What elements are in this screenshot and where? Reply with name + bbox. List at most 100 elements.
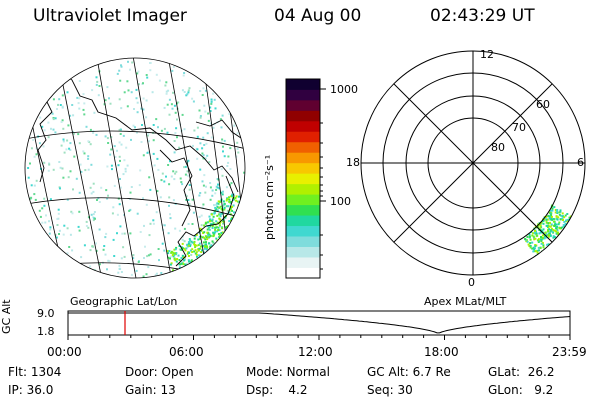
geo-pixel: [60, 144, 63, 147]
geo-aurora-pixel: [228, 196, 230, 199]
geo-pixel: [196, 135, 199, 138]
geo-pixel: [166, 131, 169, 134]
geo-pixel: [83, 113, 86, 116]
geo-meridians: [25, 58, 245, 278]
geo-aurora-pixel: [212, 235, 215, 238]
geo-pixel: [107, 142, 110, 144]
geo-pixel: [181, 113, 184, 116]
geo-pixel: [119, 159, 121, 162]
geo-pixel: [188, 184, 191, 186]
geo-pixel: [128, 209, 131, 212]
geo-aurora-pixel: [226, 198, 229, 201]
geo-pixel: [106, 137, 109, 140]
geo-aurora-pixel: [184, 249, 187, 252]
geo-pixel: [220, 141, 223, 144]
geo-aurora-pixel: [212, 231, 215, 234]
geo-pixel: [50, 127, 52, 130]
geo-pixel: [32, 138, 35, 141]
geo-pixel: [141, 124, 143, 126]
geo-pixel: [123, 255, 126, 258]
geo-aurora-pixel: [190, 259, 193, 262]
polar-aurora-pixel: [533, 248, 536, 251]
geo-pixel: [42, 145, 45, 148]
timeline-x-ticks: [67, 335, 571, 340]
geo-aurora-pixel: [183, 259, 186, 262]
geo-pixel: [87, 226, 90, 229]
geo-pixel: [112, 206, 115, 209]
geo-pixel: [137, 70, 140, 73]
polar-aurora-pixel: [555, 227, 558, 230]
geo-pixel: [38, 209, 41, 212]
geo-pixel: [147, 150, 150, 153]
polar-aurora-pixel: [546, 225, 549, 228]
geo-aurora-pixel: [178, 266, 181, 269]
geo-pixel: [182, 74, 185, 77]
polar-aurora-pixel: [546, 218, 549, 221]
geo-aurora-pixel: [219, 213, 222, 216]
geo-pixel: [66, 227, 69, 230]
polar-aurora-pixel: [527, 243, 530, 246]
geo-pixel: [43, 129, 46, 132]
polar-aurora-pixel: [548, 225, 551, 228]
geo-pixel: [95, 249, 98, 252]
geo-pixel: [108, 260, 111, 263]
polar-aurora-pixel: [568, 216, 571, 219]
footer-glon: GLon: 9.2: [488, 383, 554, 397]
polar-aurora-pixel: [540, 231, 543, 234]
geo-aurora-pixel: [213, 232, 216, 235]
geo-aurora-pixel: [190, 260, 193, 263]
geo-pixel: [208, 215, 211, 218]
polar-aurora-pixel: [537, 246, 540, 249]
geo-pixel: [188, 188, 191, 191]
polar-aurora-pixel: [552, 236, 555, 239]
geo-pixel: [218, 207, 221, 209]
geo-pixel: [48, 232, 51, 235]
geo-aurora-pixel: [166, 250, 169, 253]
geo-pixel: [202, 136, 205, 139]
geo-pixel: [148, 234, 151, 237]
geo-pixel: [84, 169, 87, 172]
geo-pixel: [33, 193, 36, 196]
geo-pixel: [217, 183, 219, 186]
geo-pixel: [174, 132, 177, 134]
geo-pixel: [120, 143, 123, 146]
geo-pixel: [130, 138, 132, 141]
geo-pixel: [161, 223, 164, 226]
geo-pixel: [147, 266, 150, 269]
polar-aurora-pixel: [551, 230, 554, 233]
geo-pixel: [173, 140, 176, 142]
geo-aurora-pixel: [172, 255, 175, 258]
geo-pixel: [65, 148, 68, 151]
polar-aurora-pixel: [526, 235, 529, 238]
footer-flt: Flt: 1304: [8, 365, 62, 379]
geo-pixel: [130, 91, 133, 94]
geo-pixel: [98, 263, 101, 266]
geo-pixel: [119, 186, 122, 189]
geo-aurora-pixel: [219, 200, 221, 203]
polar-aurora-pixel: [529, 242, 532, 245]
geo-pixel: [80, 170, 83, 173]
geo-pixel: [145, 74, 148, 76]
geo-map-caption: Geographic Lat/Lon: [70, 295, 178, 308]
geo-pixel: [219, 223, 221, 226]
geo-pixel: [49, 228, 52, 231]
geo-pixel: [165, 175, 167, 178]
geo-pixel: [57, 103, 59, 106]
geo-pixel: [227, 155, 230, 158]
geo-pixel: [169, 255, 172, 258]
geo-pixel: [89, 249, 92, 252]
polar-aurora-pixel: [539, 226, 542, 229]
geo-aurora-pixel: [209, 223, 212, 226]
geo-pixel: [119, 133, 122, 135]
polar-aurora-pixel: [556, 210, 559, 213]
geo-pixel: [83, 102, 86, 105]
geo-pixel: [61, 119, 64, 122]
polar-aurora-pixel: [549, 221, 551, 224]
geo-pixel: [62, 140, 65, 143]
geo-pixel: [202, 157, 205, 160]
geo-pixel: [145, 99, 148, 102]
geo-pixel: [185, 198, 188, 201]
geo-pixel: [149, 253, 152, 256]
geo-pixel: [176, 136, 178, 139]
polar-aurora-pixel: [545, 236, 548, 239]
